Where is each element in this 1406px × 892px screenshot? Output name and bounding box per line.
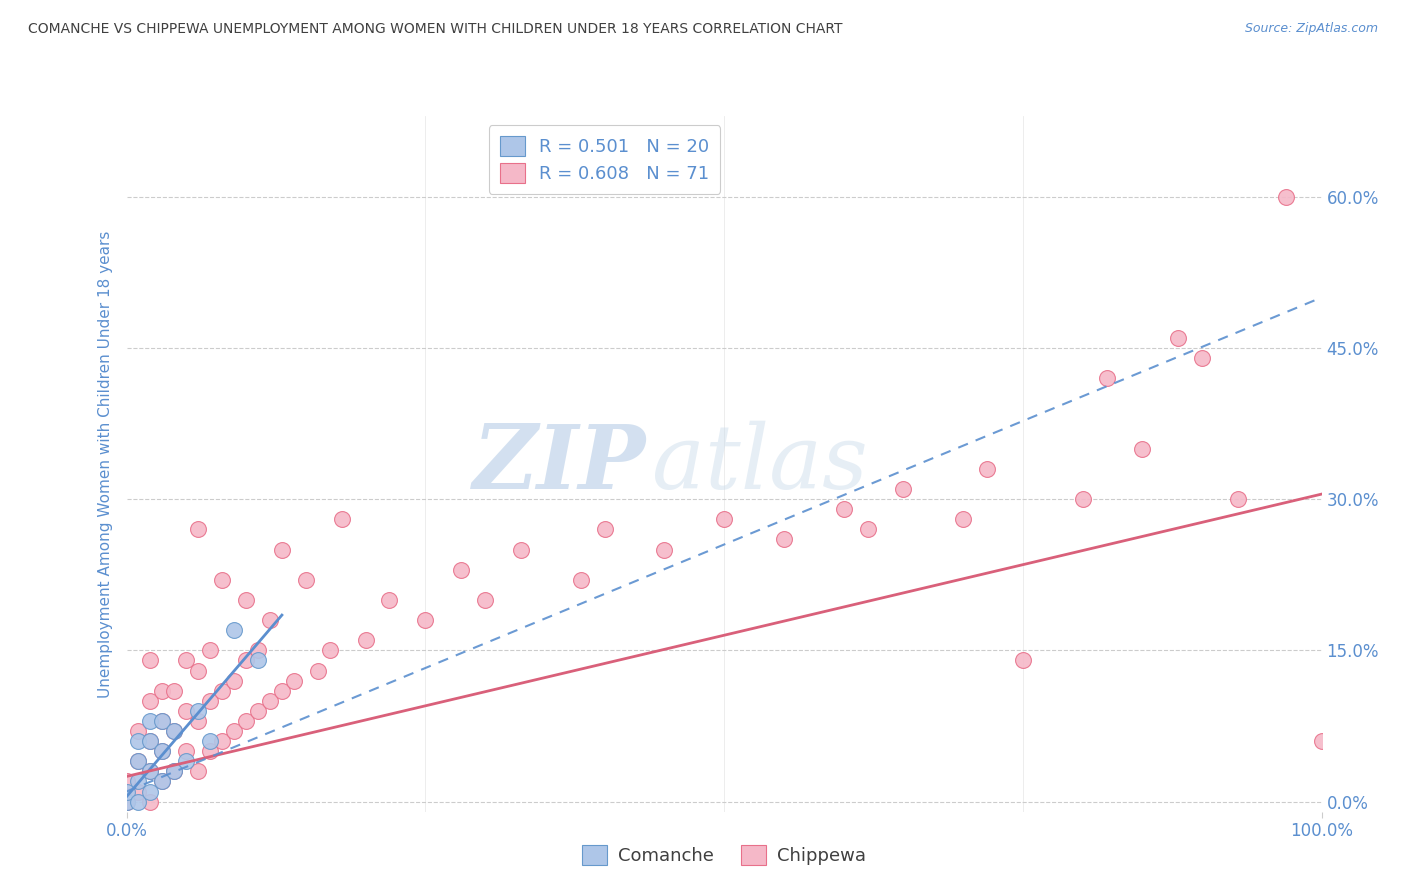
- Point: [174, 754, 197, 768]
- Point: [150, 714, 174, 728]
- Point: [127, 734, 149, 748]
- Point: [1095, 371, 1118, 385]
- Point: [200, 694, 222, 708]
- Point: [593, 522, 616, 536]
- Point: [163, 683, 186, 698]
- Point: [115, 795, 138, 809]
- Point: [259, 694, 281, 708]
- Point: [1274, 189, 1296, 203]
- Point: [150, 744, 174, 758]
- Point: [139, 764, 162, 779]
- Point: [200, 734, 222, 748]
- Legend: Comanche, Chippewa: Comanche, Chippewa: [575, 838, 873, 872]
- Point: [832, 502, 855, 516]
- Point: [139, 734, 162, 748]
- Point: [211, 734, 233, 748]
- Point: [569, 573, 592, 587]
- Point: [247, 653, 270, 667]
- Point: [187, 714, 209, 728]
- Point: [222, 724, 246, 739]
- Point: [163, 724, 186, 739]
- Point: [1226, 492, 1249, 507]
- Y-axis label: Unemployment Among Women with Children Under 18 years: Unemployment Among Women with Children U…: [97, 230, 112, 698]
- Point: [127, 754, 149, 768]
- Text: COMANCHE VS CHIPPEWA UNEMPLOYMENT AMONG WOMEN WITH CHILDREN UNDER 18 YEARS CORRE: COMANCHE VS CHIPPEWA UNEMPLOYMENT AMONG …: [28, 22, 842, 37]
- Point: [187, 764, 209, 779]
- Point: [174, 744, 197, 758]
- Point: [1071, 492, 1094, 507]
- Point: [952, 512, 974, 526]
- Point: [1011, 653, 1033, 667]
- Point: [307, 664, 329, 678]
- Point: [200, 643, 222, 657]
- Point: [127, 724, 149, 739]
- Point: [247, 704, 270, 718]
- Point: [222, 624, 246, 638]
- Point: [450, 563, 472, 577]
- Point: [270, 542, 294, 557]
- Point: [139, 714, 162, 728]
- Point: [652, 542, 675, 557]
- Point: [200, 744, 222, 758]
- Point: [115, 774, 138, 789]
- Point: [856, 522, 879, 536]
- Point: [235, 714, 257, 728]
- Point: [891, 482, 914, 496]
- Point: [235, 653, 257, 667]
- Point: [150, 683, 174, 698]
- Point: [378, 593, 401, 607]
- Point: [318, 643, 342, 657]
- Point: [163, 764, 186, 779]
- Point: [330, 512, 353, 526]
- Point: [139, 734, 162, 748]
- Point: [773, 533, 796, 547]
- Point: [139, 764, 162, 779]
- Point: [127, 784, 149, 798]
- Point: [235, 593, 257, 607]
- Text: atlas: atlas: [652, 420, 868, 508]
- Point: [509, 542, 531, 557]
- Point: [1191, 351, 1213, 365]
- Point: [163, 764, 186, 779]
- Point: [247, 643, 270, 657]
- Point: [713, 512, 735, 526]
- Point: [1310, 734, 1333, 748]
- Point: [139, 694, 162, 708]
- Point: [115, 784, 138, 798]
- Point: [127, 795, 149, 809]
- Point: [259, 613, 281, 627]
- Point: [270, 683, 294, 698]
- Point: [139, 653, 162, 667]
- Point: [187, 522, 209, 536]
- Point: [139, 784, 162, 798]
- Point: [127, 774, 149, 789]
- Point: [174, 704, 197, 718]
- Point: [211, 683, 233, 698]
- Point: [115, 795, 138, 809]
- Point: [187, 704, 209, 718]
- Point: [174, 653, 197, 667]
- Point: [976, 462, 998, 476]
- Point: [283, 673, 305, 688]
- Point: [187, 664, 209, 678]
- Point: [1167, 331, 1189, 345]
- Point: [163, 724, 186, 739]
- Point: [150, 774, 174, 789]
- Text: Source: ZipAtlas.com: Source: ZipAtlas.com: [1244, 22, 1378, 36]
- Point: [211, 573, 233, 587]
- Point: [474, 593, 496, 607]
- Point: [150, 744, 174, 758]
- Point: [1130, 442, 1153, 456]
- Point: [150, 774, 174, 789]
- Point: [139, 795, 162, 809]
- Point: [150, 714, 174, 728]
- Point: [222, 673, 246, 688]
- Point: [413, 613, 436, 627]
- Text: ZIP: ZIP: [472, 421, 647, 507]
- Point: [127, 754, 149, 768]
- Point: [354, 633, 377, 648]
- Point: [294, 573, 316, 587]
